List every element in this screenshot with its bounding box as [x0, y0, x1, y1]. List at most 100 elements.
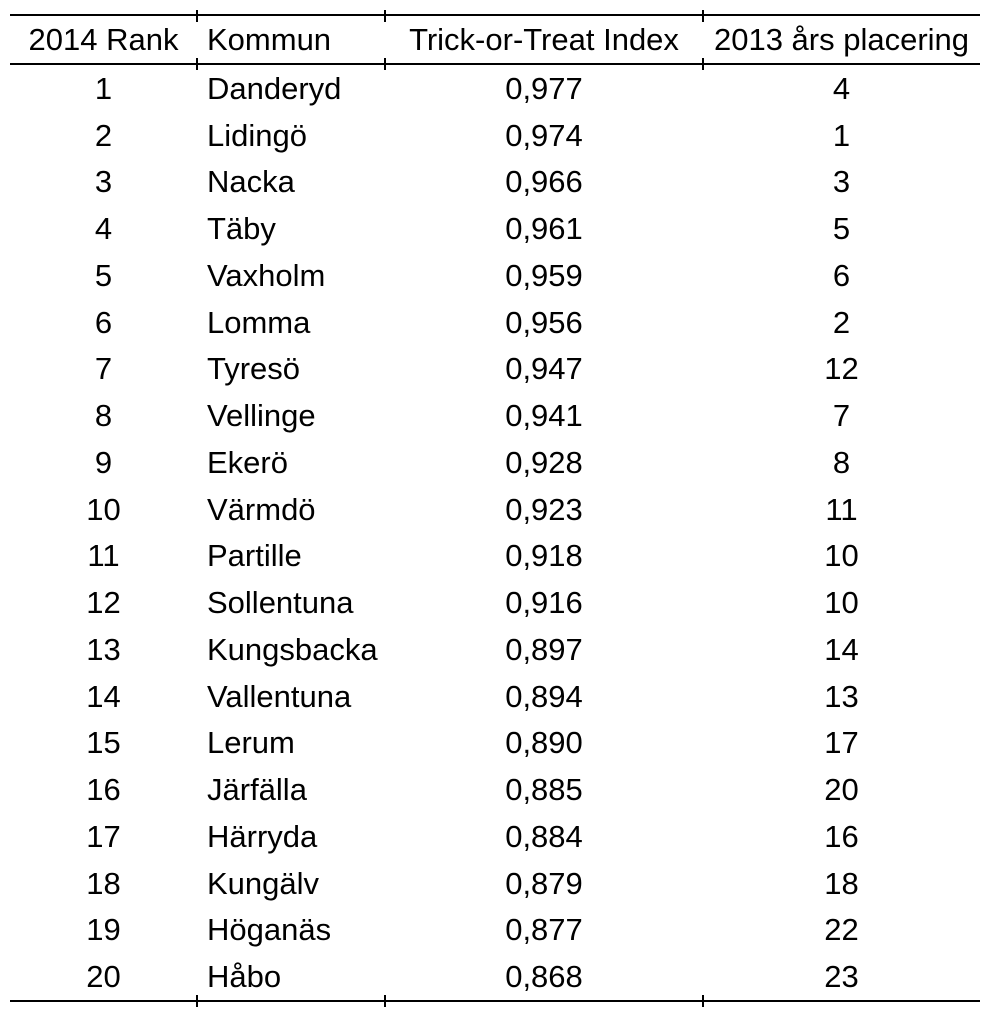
table-row: 6 Lomma 0,956 2: [10, 299, 980, 346]
cell-2013-placering: 8: [832, 444, 851, 480]
cell-kommun: Järfälla: [207, 772, 307, 808]
cell-2014-rank: 7: [94, 351, 113, 387]
cell-kommun: Nacka: [207, 164, 295, 200]
cell-kommun: Partille: [207, 538, 302, 574]
cell-trick-or-treat-index: 0,916: [505, 585, 583, 621]
table-row: 4 Täby 0,961 5: [10, 205, 980, 252]
cell-2014-rank: 13: [86, 631, 121, 667]
table-row: 7 Tyresö 0,947 12: [10, 346, 980, 393]
column-divider-tick: [702, 58, 704, 70]
cell-2013-placering: 17: [824, 725, 859, 761]
cell-trick-or-treat-index: 0,877: [505, 912, 583, 948]
cell-kommun: Håbo: [207, 959, 282, 995]
cell-2013-placering: 20: [824, 772, 859, 808]
cell-2014-rank: 11: [87, 538, 120, 574]
cell-kommun: Täby: [207, 211, 276, 247]
cell-kommun: Ekerö: [207, 444, 288, 480]
table-row: 11 Partille 0,918 10: [10, 533, 980, 580]
cell-kommun: Värmdö: [207, 491, 316, 527]
cell-2014-rank: 5: [94, 257, 113, 293]
cell-2013-placering: 2: [832, 304, 851, 340]
cell-trick-or-treat-index: 0,974: [505, 117, 583, 153]
table-row: 10 Värmdö 0,923 11: [10, 486, 980, 533]
cell-trick-or-treat-index: 0,961: [505, 211, 583, 247]
table-row: 9 Ekerö 0,928 8: [10, 439, 980, 486]
table-row: 19 Höganäs 0,877 22: [10, 907, 980, 954]
cell-kommun: Sollentuna: [207, 585, 354, 621]
cell-2014-rank: 1: [94, 70, 113, 106]
table-body: 1 Danderyd 0,977 4 2 Lidingö 0,974 1 3 Nacka 0,966…: [10, 65, 980, 1000]
cell-kommun: Tyresö: [207, 351, 301, 387]
cell-trick-or-treat-index: 0,956: [505, 304, 583, 340]
cell-2013-placering: 22: [824, 912, 859, 948]
table-row: 3 Nacka 0,966 3: [10, 159, 980, 206]
column-divider-tick: [384, 995, 386, 1007]
cell-trick-or-treat-index: 0,890: [505, 725, 583, 761]
cell-2014-rank: 8: [94, 398, 113, 434]
column-divider-tick: [196, 10, 198, 22]
cell-2013-placering: 10: [824, 538, 859, 574]
column-divider-tick: [384, 10, 386, 22]
table-row: 15 Lerum 0,890 17: [10, 720, 980, 767]
table-row: 12 Sollentuna 0,916 10: [10, 579, 980, 626]
cell-trick-or-treat-index: 0,894: [505, 678, 583, 714]
cell-2013-placering: 16: [824, 818, 859, 854]
column-divider-tick: [384, 58, 386, 70]
cell-trick-or-treat-index: 0,897: [505, 631, 583, 667]
cell-kommun: Danderyd: [207, 70, 342, 106]
cell-2014-rank: 4: [94, 211, 113, 247]
header-2014-rank: 2014 Rank: [28, 22, 179, 57]
cell-trick-or-treat-index: 0,923: [505, 491, 583, 527]
cell-2013-placering: 3: [832, 164, 851, 200]
cell-trick-or-treat-index: 0,959: [505, 257, 583, 293]
cell-kommun: Vaxholm: [207, 257, 326, 293]
cell-kommun: Vellinge: [207, 398, 316, 434]
cell-2013-placering: 10: [824, 585, 859, 621]
cell-trick-or-treat-index: 0,977: [505, 70, 583, 106]
cell-kommun: Kungälv: [207, 865, 320, 901]
cell-2013-placering: 11: [825, 491, 858, 527]
cell-2014-rank: 9: [94, 444, 113, 480]
cell-2013-placering: 6: [832, 257, 851, 293]
cell-trick-or-treat-index: 0,885: [505, 772, 583, 808]
cell-2013-placering: 5: [832, 211, 851, 247]
cell-2014-rank: 12: [86, 585, 121, 621]
cell-2014-rank: 2: [94, 117, 113, 153]
cell-2013-placering: 1: [832, 117, 851, 153]
cell-2014-rank: 14: [86, 678, 121, 714]
table-row: 1 Danderyd 0,977 4: [10, 65, 980, 112]
column-divider-tick: [196, 995, 198, 1007]
cell-2014-rank: 16: [86, 772, 121, 808]
cell-trick-or-treat-index: 0,966: [505, 164, 583, 200]
cell-2013-placering: 14: [824, 631, 859, 667]
trick-or-treat-index-table: 2014 Rank Kommun Trick-or-Treat Index 20…: [10, 14, 980, 1002]
cell-2013-placering: 12: [824, 351, 859, 387]
header-2013-placering: 2013 års placering: [713, 22, 970, 57]
table-row: 5 Vaxholm 0,959 6: [10, 252, 980, 299]
cell-trick-or-treat-index: 0,941: [505, 398, 583, 434]
column-divider-tick: [702, 10, 704, 22]
cell-kommun: Lerum: [207, 725, 295, 761]
header-trick-or-treat-index: Trick-or-Treat Index: [409, 22, 679, 57]
cell-trick-or-treat-index: 0,884: [505, 818, 583, 854]
table-row: 20 Håbo 0,868 23: [10, 953, 980, 1000]
cell-kommun: Kungsbacka: [207, 631, 378, 667]
cell-kommun: Höganäs: [207, 912, 332, 948]
cell-trick-or-treat-index: 0,947: [505, 351, 583, 387]
cell-kommun: Lomma: [207, 304, 311, 340]
cell-2014-rank: 15: [86, 725, 121, 761]
cell-2014-rank: 6: [94, 304, 113, 340]
cell-2014-rank: 18: [86, 865, 121, 901]
table-row: 14 Vallentuna 0,894 13: [10, 673, 980, 720]
cell-2013-placering: 18: [824, 865, 859, 901]
cell-kommun: Härryda: [207, 818, 318, 854]
cell-2013-placering: 4: [832, 70, 851, 106]
cell-2014-rank: 20: [86, 959, 121, 995]
cell-2014-rank: 3: [94, 164, 113, 200]
column-divider-tick: [702, 995, 704, 1007]
table-row: 8 Vellinge 0,941 7: [10, 392, 980, 439]
table-row: 13 Kungsbacka 0,897 14: [10, 626, 980, 673]
cell-trick-or-treat-index: 0,868: [505, 959, 583, 995]
cell-kommun: Vallentuna: [207, 678, 352, 714]
